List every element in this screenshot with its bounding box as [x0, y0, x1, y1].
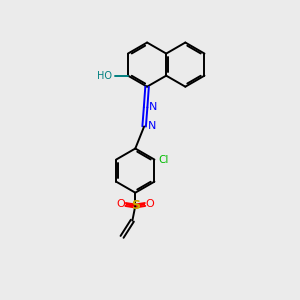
Text: Cl: Cl	[158, 154, 168, 165]
Text: S: S	[131, 200, 140, 212]
Text: N: N	[148, 122, 156, 131]
Text: O: O	[116, 200, 125, 209]
Text: N: N	[149, 102, 158, 112]
Text: HO: HO	[97, 71, 112, 81]
Text: O: O	[146, 200, 154, 209]
